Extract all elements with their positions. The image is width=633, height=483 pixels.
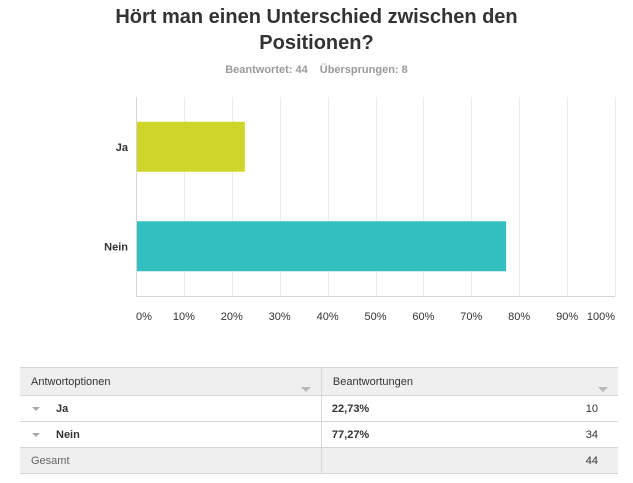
- tick-label: 70%: [460, 311, 482, 323]
- expand-caret-icon[interactable]: [32, 432, 40, 437]
- skipped-count: Übersprungen: 8: [319, 64, 408, 76]
- tick-label: 30%: [269, 311, 291, 323]
- total-row: Gesamt 44: [20, 447, 618, 474]
- tick-label: 10%: [173, 311, 195, 323]
- expand-caret-icon[interactable]: [32, 406, 40, 411]
- table-row: Ja 22,73% 10: [20, 395, 618, 422]
- category-label: Ja: [116, 142, 129, 154]
- column-header-options-label: Antwortoptionen: [31, 375, 111, 388]
- response-table: Antwortoptionen Beantwortungen Ja 22,73%…: [20, 367, 618, 474]
- sort-caret-icon[interactable]: [598, 386, 608, 392]
- tick-label: 90%: [556, 311, 578, 323]
- column-header-responses[interactable]: Beantwortungen: [321, 367, 618, 396]
- tick-label: 0%: [136, 311, 152, 323]
- chart-title: Hört man einen Unterschied zwischen den …: [0, 4, 633, 56]
- tick-label: 50%: [364, 311, 386, 323]
- bar: [137, 221, 507, 272]
- row-percent: 77,27%: [331, 428, 370, 441]
- table-row: Nein 77,27% 34: [20, 421, 618, 448]
- total-label: Gesamt: [20, 447, 322, 474]
- tick-label: 40%: [317, 311, 339, 323]
- bar-chart: Ja Nein 0% 10% 20% 30% 40% 50% 60% 70% 80% 90% 100%: [104, 97, 616, 323]
- tick-label: 20%: [221, 311, 243, 323]
- row-count: 10: [585, 402, 598, 415]
- column-header-options[interactable]: Antwortoptionen: [20, 367, 322, 396]
- total-count: 44: [585, 454, 598, 467]
- title-line-1: Hört man einen Unterschied zwischen den: [115, 6, 518, 28]
- tick-label: 80%: [508, 311, 530, 323]
- row-count: 34: [585, 428, 598, 441]
- row-label: Ja: [56, 402, 69, 415]
- bar: [137, 121, 245, 172]
- tick-label: 100%: [587, 311, 615, 323]
- column-header-responses-label: Beantwortungen: [332, 375, 414, 388]
- title-line-2: Positionen?: [259, 32, 374, 54]
- answered-count: Beantwortet: 44: [225, 64, 308, 76]
- category-label: Nein: [104, 241, 128, 253]
- response-summary: Beantwortet: 44 Übersprungen: 8: [0, 64, 633, 76]
- sort-caret-icon[interactable]: [300, 386, 311, 392]
- table-header-row: Antwortoptionen Beantwortungen: [20, 367, 618, 396]
- tick-label: 60%: [412, 311, 434, 323]
- row-label: Nein: [56, 428, 80, 441]
- row-percent: 22,73%: [331, 402, 370, 415]
